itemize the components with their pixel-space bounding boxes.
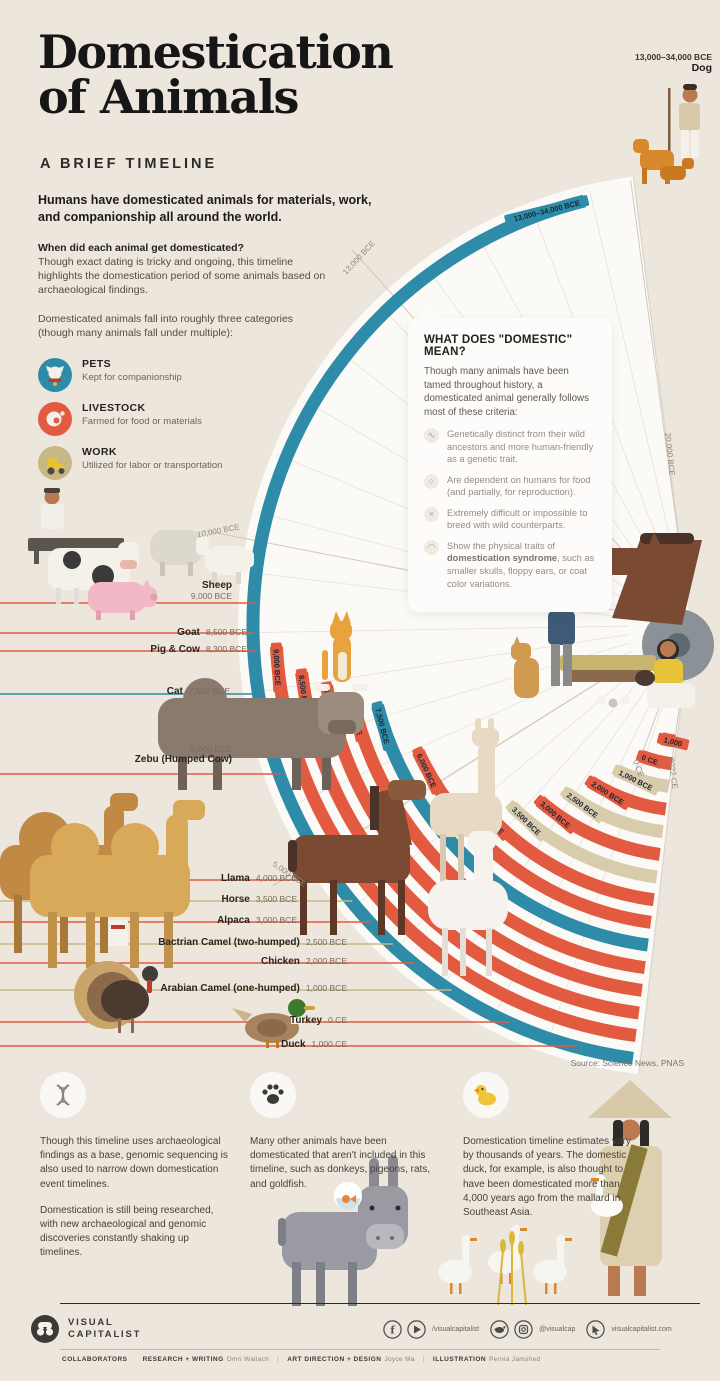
tick-label: 10,000 BCE	[196, 522, 240, 539]
legend-item-livestock: LIVESTOCK Farmed for food or materials	[38, 402, 232, 436]
tick-spoke	[630, 180, 683, 566]
svg-text:f: f	[390, 1326, 395, 1337]
paw-icon	[250, 1072, 296, 1118]
dna-icon	[40, 1072, 86, 1118]
legend-desc: Farmed for food or materials	[82, 416, 202, 427]
visual-capitalist-logo: VISUAL CAPITALIST	[30, 1314, 141, 1344]
animal-row-duck: Duck 1,000 CE	[281, 1039, 347, 1050]
social-handle[interactable]: /visualcapitalist	[432, 1326, 480, 1333]
instagram-icon[interactable]	[514, 1320, 533, 1339]
tick-label: 20,000 BCE	[663, 432, 676, 476]
animal-row-turkey: Turkey 0 CE	[290, 1015, 347, 1026]
ear-icon: ◠	[424, 539, 439, 555]
animal-row-horse: Horse 3,500 BCE	[221, 894, 297, 905]
facebook-icon[interactable]: f	[383, 1320, 402, 1339]
what-does-domestic-mean-card: WHAT DOES "DOMESTIC" MEAN? Though many a…	[408, 318, 612, 613]
cross-icon: ×	[424, 506, 439, 522]
animal-row-chicken: Chicken 2,000 BCE	[260, 956, 347, 967]
youtube-icon[interactable]	[407, 1320, 426, 1339]
svg-text:1,000: 1,000	[663, 735, 683, 748]
work-icon	[38, 446, 72, 480]
binoculars-icon	[31, 1315, 59, 1343]
spoke-line	[589, 190, 677, 565]
categories-intro: Domesticated animals fall into roughly t…	[38, 313, 294, 340]
legend-item-work: WORK Utilized for labor or transportatio…	[38, 446, 232, 480]
timeline-band-dog	[246, 194, 634, 1065]
pets-icon	[38, 358, 72, 392]
legend-desc: Kept for companionship	[82, 372, 182, 383]
animal-row-llama: Llama 4,000 BCE	[220, 873, 297, 884]
website-cursor-icon[interactable]	[586, 1320, 606, 1339]
intro-statement: Humans have domesticated animals for mat…	[38, 193, 372, 224]
dog-name: Dog	[691, 62, 712, 74]
legend-label: WORK	[82, 446, 117, 458]
geese-illustration	[438, 1225, 572, 1294]
dog-timeline-label: 13,000–34,000 BCE Dog	[635, 52, 712, 74]
brand-line2: CAPITALIST	[68, 1329, 142, 1340]
social-links: f /visualcapitalist @visualcap visualcap…	[383, 1320, 678, 1339]
svg-text:9,000 BCE: 9,000 BCE	[272, 649, 283, 686]
page-subtitle: A BRIEF TIMELINE	[40, 156, 218, 172]
farm-cluster-illustration	[28, 488, 254, 620]
zebu-illustration	[158, 678, 368, 790]
woman-with-duck-illustration	[588, 1080, 672, 1296]
twitter-icon[interactable]	[490, 1320, 509, 1339]
legend-item-pets: PETS Kept for companionship	[38, 358, 232, 392]
source-note: Source: Science News, PNAS	[570, 1058, 684, 1068]
social-handle[interactable]: @visualcap	[539, 1326, 576, 1333]
illustrations	[0, 84, 714, 1306]
band-date-chip-sheep: 9,000 BCE	[270, 642, 285, 693]
food-icon: ○	[424, 473, 439, 489]
band-date-chip-turkey: 0 CE	[635, 750, 664, 769]
timeline-band-cow	[345, 695, 646, 975]
note-other-animals: Many other animals have been domesticate…	[250, 1072, 442, 1192]
criterion-syndrome: ◠ Show the physical traits of domesticat…	[424, 539, 596, 590]
camel-horse-llama-alpaca-illustration	[0, 718, 508, 976]
legend-label: LIVESTOCK	[82, 402, 146, 414]
legend-desc: Utilized for labor or transportation	[82, 460, 223, 471]
criterion-breeding: × Extremely difficult or impossible to b…	[424, 506, 596, 532]
dna-icon: ∿	[424, 428, 439, 444]
collaborators-line: COLLABORATORS RESEARCH + WRITING Omri Wal…	[62, 1356, 541, 1363]
criterion-genetics: ∿ Genetically distinct from their wild a…	[424, 428, 596, 466]
animal-row-sheep: Sheep 9,000 BCE	[190, 580, 232, 601]
goldfish-bowl-illustration	[334, 1182, 362, 1210]
note-genomics: Though this timeline uses archaeological…	[40, 1072, 230, 1261]
livestock-icon	[38, 402, 72, 436]
animal-row-zebu: 6,000 BCE Zebu (Humped Cow)	[134, 744, 232, 765]
collaborators-divider	[60, 1349, 660, 1350]
footer-divider	[60, 1303, 700, 1304]
dog-and-human-illustration	[633, 84, 700, 184]
donkey-illustration	[278, 1155, 408, 1306]
animal-row-bactrian-camel: Bactrian Camel (two-humped) 2,500 BCE	[158, 937, 347, 948]
card-title: WHAT DOES "DOMESTIC" MEAN?	[424, 334, 573, 358]
question-body: Though exact dating is tricky and ongoin…	[38, 256, 326, 297]
animal-row-pig: Pig & Cow 8,300 BCE	[150, 644, 247, 655]
turkey-illustration	[74, 961, 158, 1033]
animal-row-arabian-camel: Arabian Camel (one-humped) 1,000 BCE	[160, 983, 347, 994]
page-title: Domestication of Animals	[38, 25, 394, 125]
card-intro: Though many animals have been tamed thro…	[424, 366, 589, 418]
animal-row-cat: Cat 7,500 BCE	[166, 686, 230, 697]
brand-line1: VISUAL	[68, 1317, 114, 1329]
cat-illustration	[322, 611, 352, 682]
duck-icon	[463, 1072, 509, 1118]
animal-row-goat: Goat 8,500 BCE	[177, 627, 247, 638]
website-link[interactable]: visualcapitalist.com	[611, 1326, 672, 1333]
fan-edge-line	[632, 176, 685, 576]
animal-row-alpaca: Alpaca 3,000 BCE	[217, 915, 297, 926]
criterion-dependence: ○ Are dependent on humans for food (and …	[424, 473, 596, 499]
tick-label: 2022 CE	[666, 757, 679, 789]
band-date-chip-duck: 1,000	[656, 732, 690, 751]
question-heading: When did each animal get domesticated?	[38, 242, 244, 254]
wheat-illustration	[497, 1231, 527, 1306]
note-duck-estimates: Domestication timeline estimates vary by…	[463, 1072, 633, 1220]
dog-date: 13,000–34,000 BCE	[634, 52, 712, 62]
mallard-duck-illustration	[232, 999, 315, 1048]
legend-label: PETS	[82, 358, 112, 370]
